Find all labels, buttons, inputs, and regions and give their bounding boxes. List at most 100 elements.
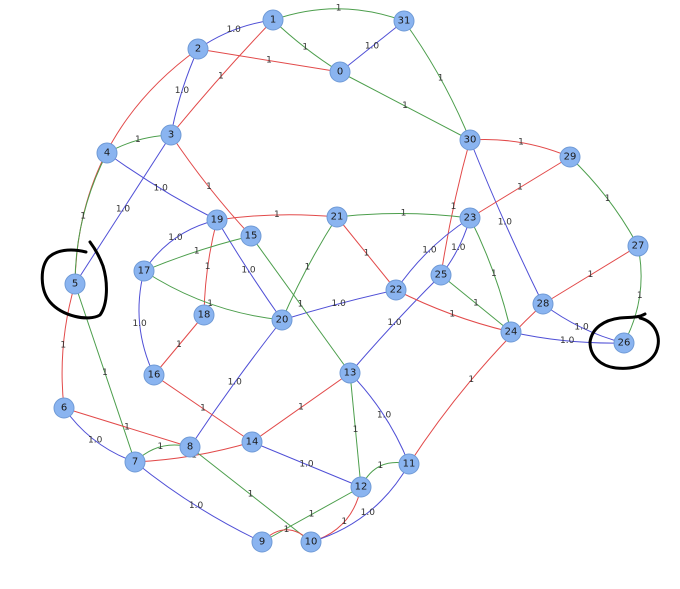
edge-label-2-0: 1 xyxy=(266,56,272,66)
node-circle-27[interactable] xyxy=(627,235,649,257)
node-circle-0[interactable] xyxy=(329,61,351,83)
node-circle-22[interactable] xyxy=(385,279,407,301)
edge-11-10 xyxy=(310,463,410,543)
edge-line-25-13 xyxy=(349,274,442,374)
edge-label-6-8: 1 xyxy=(124,423,130,433)
node-circle-17[interactable] xyxy=(133,260,155,282)
edge-17-20 xyxy=(143,270,283,321)
node-30[interactable]: 30 xyxy=(459,129,481,151)
edge-line-5-7 xyxy=(74,283,136,463)
node-14[interactable]: 14 xyxy=(241,431,263,453)
node-8[interactable]: 8 xyxy=(179,436,201,458)
node-3[interactable]: 3 xyxy=(160,124,182,146)
edge-label-6-7: 1.0 xyxy=(88,436,103,446)
edge-line-3-15 xyxy=(170,134,252,237)
node-20[interactable]: 20 xyxy=(271,309,293,331)
node-25[interactable]: 25 xyxy=(430,264,452,286)
node-21[interactable]: 21 xyxy=(326,206,348,228)
node-circle-24[interactable] xyxy=(500,321,522,343)
node-16[interactable]: 16 xyxy=(143,364,165,386)
node-circle-13[interactable] xyxy=(339,362,361,384)
edge-23-24 xyxy=(469,217,512,333)
node-18[interactable]: 18 xyxy=(193,304,215,326)
node-circle-28[interactable] xyxy=(532,293,554,315)
edge-line-2-0 xyxy=(197,48,341,73)
edge-label-23-25: 1.0 xyxy=(451,243,466,253)
edge-line-8-10 xyxy=(189,446,312,543)
edge-label-12-9: 1 xyxy=(309,510,315,520)
node-22[interactable]: 22 xyxy=(385,279,407,301)
node-circle-12[interactable] xyxy=(350,476,372,498)
edge-label-1-31: 1 xyxy=(336,4,342,14)
node-11[interactable]: 11 xyxy=(398,453,420,475)
node-13[interactable]: 13 xyxy=(339,362,361,384)
node-19[interactable]: 19 xyxy=(206,209,228,231)
node-29[interactable]: 29 xyxy=(559,146,581,168)
node-label-16: 16 xyxy=(148,370,161,381)
node-circle-21[interactable] xyxy=(326,206,348,228)
node-2[interactable]: 2 xyxy=(187,38,209,60)
node-label-27: 27 xyxy=(632,241,645,252)
node-label-30: 30 xyxy=(464,135,477,146)
edge-line-14-12 xyxy=(251,441,362,488)
node-circle-2[interactable] xyxy=(187,38,209,60)
node-5[interactable]: 5 xyxy=(64,273,86,295)
node-9[interactable]: 9 xyxy=(251,531,273,553)
edge-31-30 xyxy=(403,20,471,141)
node-6[interactable]: 6 xyxy=(53,397,75,419)
node-circle-1[interactable] xyxy=(262,9,284,31)
edge-29-27 xyxy=(569,156,639,247)
node-label-25: 25 xyxy=(435,270,448,281)
node-circle-5[interactable] xyxy=(64,273,86,295)
edge-line-4-19 xyxy=(106,152,218,221)
node-15[interactable]: 15 xyxy=(240,225,262,247)
node-27[interactable]: 27 xyxy=(627,235,649,257)
edge-1-3 xyxy=(170,19,274,136)
node-10[interactable]: 10 xyxy=(300,531,322,553)
node-circle-19[interactable] xyxy=(206,209,228,231)
node-circle-7[interactable] xyxy=(124,451,146,473)
edge-8-10 xyxy=(189,446,312,543)
node-circle-4[interactable] xyxy=(96,142,118,164)
edge-label-15-13: 1 xyxy=(298,300,304,310)
edge-line-5-6 xyxy=(61,283,76,409)
node-4[interactable]: 4 xyxy=(96,142,118,164)
node-circle-25[interactable] xyxy=(430,264,452,286)
node-24[interactable]: 24 xyxy=(500,321,522,343)
node-circle-30[interactable] xyxy=(459,129,481,151)
node-12[interactable]: 12 xyxy=(350,476,372,498)
node-circle-29[interactable] xyxy=(559,146,581,168)
edge-5-7 xyxy=(74,283,136,463)
node-17[interactable]: 17 xyxy=(133,260,155,282)
node-23[interactable]: 23 xyxy=(459,207,481,229)
edge-label-1-2: 1.0 xyxy=(227,25,242,35)
node-circle-23[interactable] xyxy=(459,207,481,229)
node-circle-9[interactable] xyxy=(251,531,273,553)
edge-24-26 xyxy=(510,331,625,344)
node-circle-15[interactable] xyxy=(240,225,262,247)
node-circle-6[interactable] xyxy=(53,397,75,419)
node-31[interactable]: 31 xyxy=(393,10,415,32)
node-circle-18[interactable] xyxy=(193,304,215,326)
node-1[interactable]: 1 xyxy=(262,9,284,31)
edge-label-19-18: 1 xyxy=(205,262,211,272)
edge-label-0-30: 1 xyxy=(402,101,408,111)
node-0[interactable]: 0 xyxy=(329,61,351,83)
edge-line-1-31 xyxy=(272,8,405,22)
node-circle-16[interactable] xyxy=(143,364,165,386)
edge-label-21-19: 1 xyxy=(274,210,280,220)
node-circle-3[interactable] xyxy=(160,124,182,146)
node-circle-10[interactable] xyxy=(300,531,322,553)
node-7[interactable]: 7 xyxy=(124,451,146,473)
node-circle-26[interactable] xyxy=(613,332,635,354)
node-26[interactable]: 26 xyxy=(613,332,635,354)
edge-label-29-27: 1 xyxy=(605,194,611,204)
node-circle-20[interactable] xyxy=(271,309,293,331)
node-28[interactable]: 28 xyxy=(532,293,554,315)
node-circle-8[interactable] xyxy=(179,436,201,458)
node-circle-11[interactable] xyxy=(398,453,420,475)
node-circle-14[interactable] xyxy=(241,431,263,453)
edge-label-13-12: 1 xyxy=(353,425,359,435)
node-circle-31[interactable] xyxy=(393,10,415,32)
